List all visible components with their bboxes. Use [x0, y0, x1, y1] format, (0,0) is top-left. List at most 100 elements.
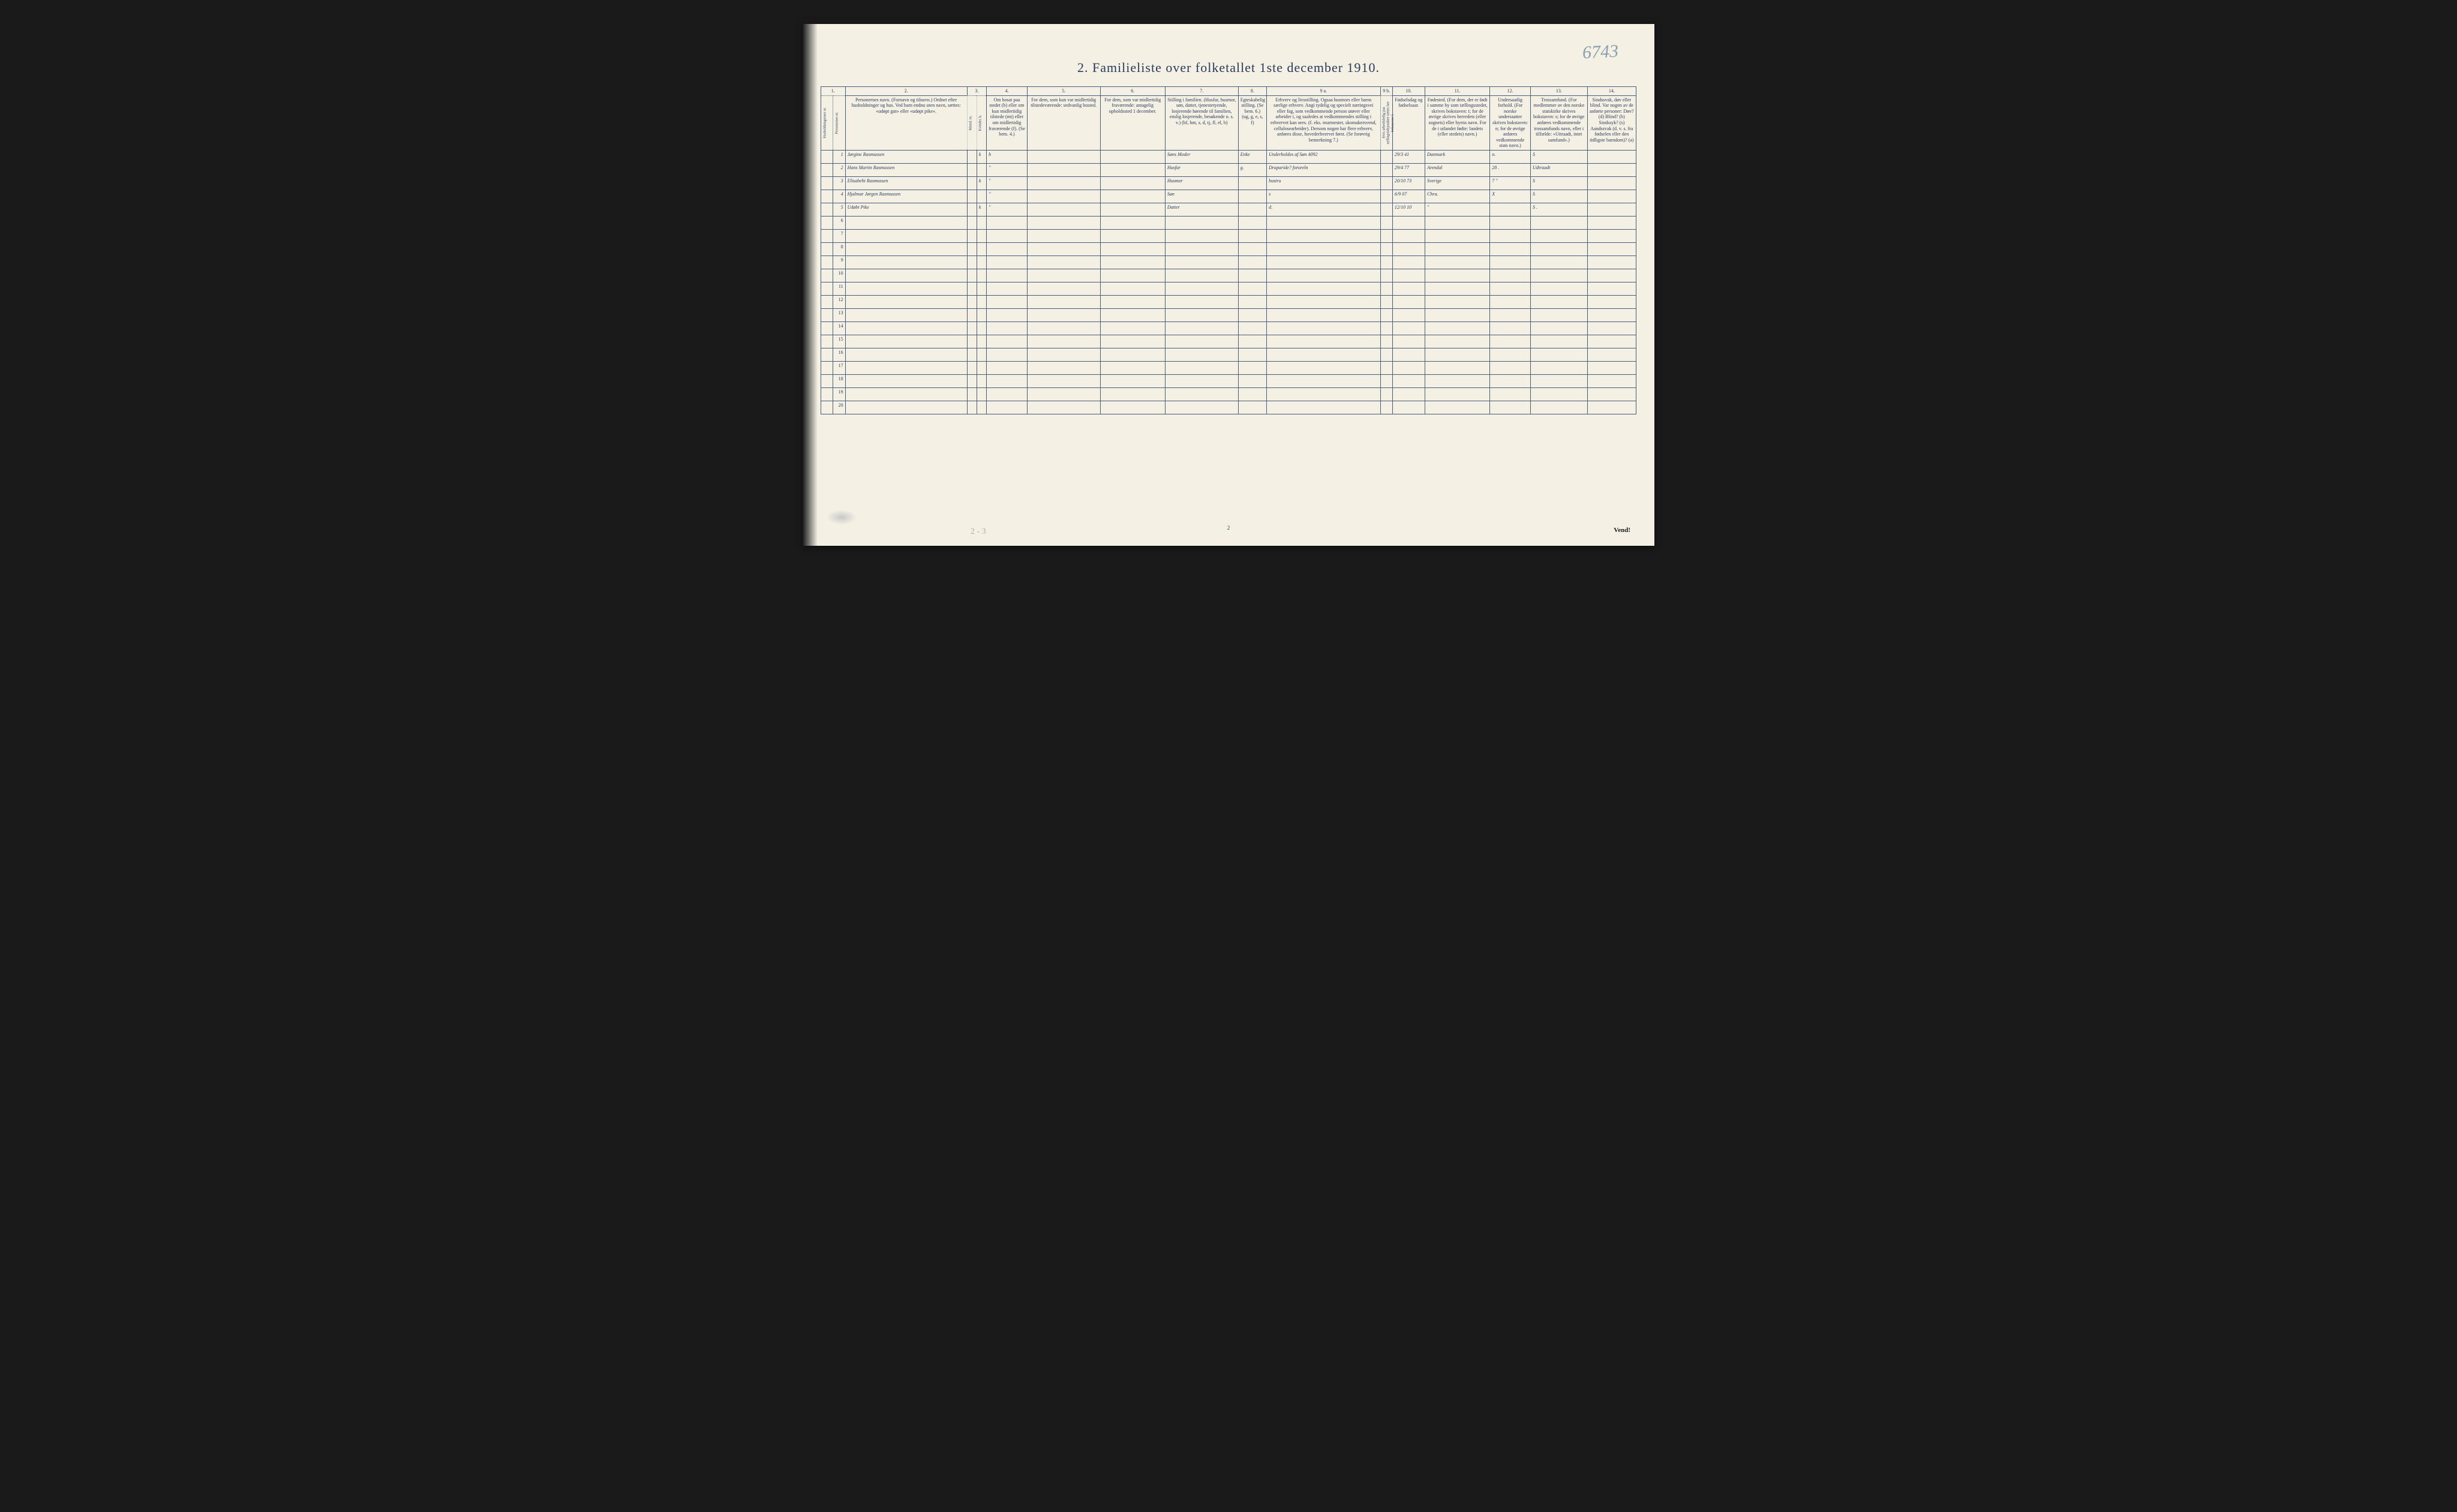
colnum-1: 1.	[821, 87, 846, 96]
page-number: 2	[1227, 525, 1230, 531]
table-row: 7	[821, 229, 1636, 242]
empty-cell	[1425, 269, 1490, 282]
empty-cell	[1027, 295, 1100, 308]
table-row: 15	[821, 335, 1636, 348]
colnum-9b: 9 b.	[1380, 87, 1392, 96]
empty-cell	[1238, 269, 1266, 282]
empty-cell	[1267, 374, 1381, 387]
empty-cell	[1100, 361, 1165, 374]
empty-cell: 10	[833, 269, 845, 282]
residence-cell: "	[987, 176, 1028, 190]
usual-home-cell	[1027, 163, 1100, 176]
name-cell: Udøbt Pike	[845, 203, 967, 216]
empty-cell	[1238, 361, 1266, 374]
table-row: 18	[821, 374, 1636, 387]
empty-cell	[1425, 335, 1490, 348]
empty-cell	[987, 348, 1028, 361]
whereabouts-cell	[1100, 203, 1165, 216]
empty-cell	[1027, 269, 1100, 282]
empty-cell	[967, 321, 977, 335]
empty-cell	[1027, 387, 1100, 401]
empty-cell	[845, 269, 967, 282]
marital-cell	[1238, 203, 1266, 216]
empty-cell	[977, 269, 986, 282]
nationality-cell	[1490, 203, 1531, 216]
empty-cell	[821, 308, 833, 321]
empty-cell	[1165, 242, 1238, 255]
hdr-household-nr: Husholdningernes nr.	[821, 95, 833, 150]
birthplace-cell: "	[1425, 203, 1490, 216]
empty-cell	[1530, 282, 1587, 295]
family-pos-cell: Husfar	[1165, 163, 1238, 176]
empty-cell	[845, 387, 967, 401]
empty-cell	[845, 374, 967, 387]
residence-cell: "	[987, 190, 1028, 203]
empty-cell: 20	[833, 401, 845, 414]
empty-cell	[821, 387, 833, 401]
table-row: 5Udøbt Pikek"Datterd.12/10 10"S .	[821, 203, 1636, 216]
empty-cell	[1530, 361, 1587, 374]
empty-cell	[1380, 255, 1392, 269]
empty-cell	[845, 282, 967, 295]
unemployed-cell	[1380, 150, 1392, 163]
empty-cell	[1165, 269, 1238, 282]
empty-cell	[1238, 335, 1266, 348]
birthdate-cell: 29/3 41	[1392, 150, 1425, 163]
whereabouts-cell	[1100, 176, 1165, 190]
empty-cell	[977, 348, 986, 361]
empty-cell	[1238, 401, 1266, 414]
empty-cell	[1425, 255, 1490, 269]
empty-cell	[821, 401, 833, 414]
empty-cell	[1027, 321, 1100, 335]
empty-cell	[1587, 361, 1636, 374]
empty-cell	[845, 401, 967, 414]
ink-smudge	[827, 510, 857, 525]
empty-cell	[1490, 401, 1531, 414]
residence-cell: "	[987, 203, 1028, 216]
empty-cell	[987, 269, 1028, 282]
table-row: 19	[821, 387, 1636, 401]
family-pos-cell: Husmor	[1165, 176, 1238, 190]
household-cell	[821, 190, 833, 203]
birthplace-cell: Danmark	[1425, 150, 1490, 163]
empty-cell	[1165, 321, 1238, 335]
empty-cell	[1490, 216, 1531, 229]
hdr-birthplace: Fødested. (For dem, der er født i samme …	[1425, 95, 1490, 150]
disability-cell	[1587, 163, 1636, 176]
empty-cell	[1238, 255, 1266, 269]
empty-cell	[1100, 295, 1165, 308]
unemployed-cell	[1380, 203, 1392, 216]
empty-cell	[1392, 348, 1425, 361]
empty-cell	[1380, 229, 1392, 242]
table-row: 9	[821, 255, 1636, 269]
hdr-usual-home: For dem, som kun var midlertidig tilsted…	[1027, 95, 1100, 150]
marital-cell: Enke	[1238, 150, 1266, 163]
empty-cell	[1238, 308, 1266, 321]
table-body: 1Jørgine RasmussenkbSøns ModerEnkeUnderh…	[821, 150, 1636, 414]
empty-cell	[1238, 242, 1266, 255]
empty-cell	[1425, 401, 1490, 414]
empty-cell	[1530, 242, 1587, 255]
empty-cell	[845, 348, 967, 361]
empty-cell	[1165, 374, 1238, 387]
marital-cell: g.	[1238, 163, 1266, 176]
empty-cell: 14	[833, 321, 845, 335]
empty-cell	[1380, 401, 1392, 414]
empty-cell	[1100, 321, 1165, 335]
table-row: 3Elisabeht Rasmussenk"Husmorhustru20/10 …	[821, 176, 1636, 190]
empty-cell	[1027, 229, 1100, 242]
household-cell	[821, 176, 833, 190]
empty-cell	[1165, 229, 1238, 242]
person-num-cell: 5	[833, 203, 845, 216]
household-cell	[821, 150, 833, 163]
empty-cell	[845, 361, 967, 374]
empty-cell	[1238, 216, 1266, 229]
empty-cell	[1392, 269, 1425, 282]
census-page: 6743 2. Familieliste over folketallet 1s…	[803, 24, 1654, 546]
empty-cell	[1425, 374, 1490, 387]
empty-cell	[1027, 216, 1100, 229]
empty-cell	[1425, 282, 1490, 295]
empty-cell	[967, 387, 977, 401]
colnum-8: 8.	[1238, 87, 1266, 96]
empty-cell	[1490, 308, 1531, 321]
